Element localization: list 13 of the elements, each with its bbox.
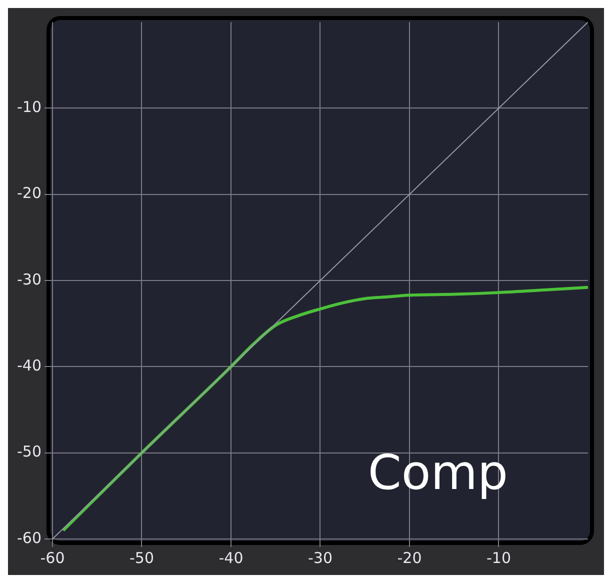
y-tick-label: -10 [17,98,42,116]
x-tick-label: -30 [308,548,332,567]
x-tick-label: -10 [486,548,511,567]
y-tick-label: -20 [17,184,42,202]
y-tick-label: -60 [17,528,42,547]
annotation: Comp [368,445,508,501]
y-tick-label: -30 [17,270,42,288]
y-tick-label: -40 [17,356,42,375]
x-tick-label: -20 [397,548,422,567]
x-tick-label: -50 [130,548,154,567]
x-tick-label: -40 [218,548,244,567]
x-tick-label: -60 [40,548,65,567]
y-tick-label: -50 [17,442,42,461]
